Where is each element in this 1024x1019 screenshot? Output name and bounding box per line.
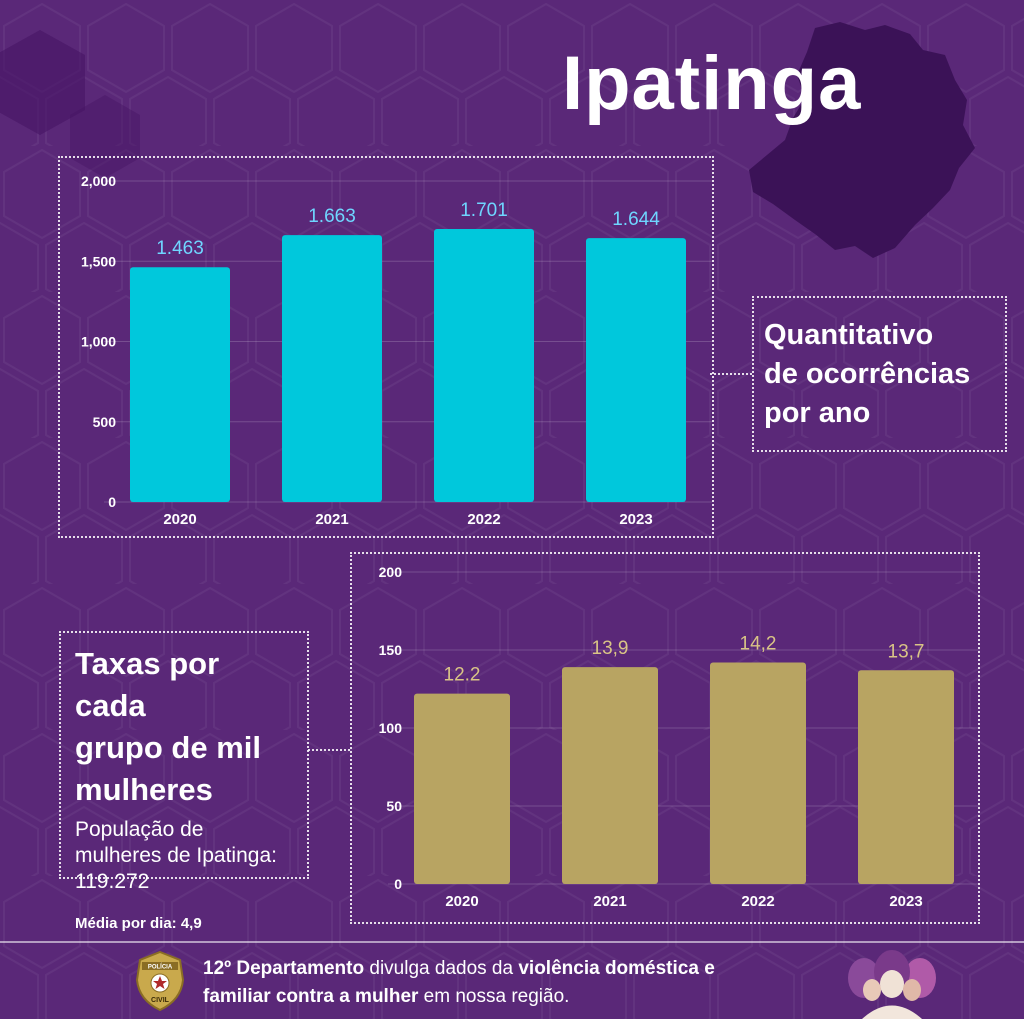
y-tick-label: 0: [108, 494, 116, 510]
y-tick-label: 200: [379, 564, 403, 580]
chart1-frame: [58, 156, 714, 538]
x-tick-label: 2020: [445, 893, 478, 910]
bar: [434, 228, 534, 502]
x-tick-label: 2023: [619, 511, 652, 528]
footer-part4: familiar contra a mulher: [203, 986, 419, 1007]
x-tick-label: 2021: [315, 511, 348, 528]
x-tick-label: 2021: [593, 893, 626, 910]
footer-divider: [0, 941, 1024, 943]
callout2-line2: grupo de mil: [75, 730, 261, 765]
footer-part5: em nossa região.: [418, 986, 570, 1007]
x-tick-label: 2022: [741, 893, 774, 910]
footer-part1: 12º Departamento: [203, 958, 365, 979]
ipatinga-map-icon: [749, 22, 975, 258]
data-label: 1.463: [156, 238, 204, 259]
population-label-1: População de: [75, 818, 204, 841]
badge-bottom-text: CIVIL: [151, 997, 170, 1004]
x-tick-label: 2020: [163, 511, 196, 528]
data-label: 1.701: [460, 200, 508, 221]
bar: [414, 693, 510, 884]
data-label: 14,2: [740, 633, 777, 654]
bar: [858, 670, 954, 884]
bar: [710, 662, 806, 884]
y-tick-label: 100: [379, 720, 403, 736]
bar: [562, 667, 658, 884]
page-title: Ipatinga: [562, 41, 862, 126]
data-label: 12.2: [444, 665, 481, 686]
data-label: 13,9: [592, 638, 629, 659]
callout2-line3: mulheres: [75, 772, 213, 807]
callout2-line1: Taxas por cada: [75, 646, 220, 723]
chart2-frame: [350, 552, 980, 924]
y-tick-label: 150: [379, 642, 403, 658]
data-label: 1.644: [612, 209, 660, 230]
callout1-line1: Quantitativo: [764, 319, 934, 351]
callout1-line2: de ocorrências: [764, 358, 971, 390]
footer-message: 12º Departamento divulga dados da violên…: [203, 955, 843, 1011]
callout1-line3: por ano: [764, 397, 871, 429]
daily-average: Média por dia: 4,9: [75, 915, 202, 932]
police-badge-icon: POLÍCIA CIVIL: [135, 950, 185, 1012]
footer-part3: violência doméstica e: [518, 958, 715, 979]
population-value: 119.272: [75, 870, 150, 893]
chart2-connector: [308, 749, 350, 751]
y-tick-label: 50: [386, 798, 402, 814]
x-tick-label: 2022: [467, 511, 500, 528]
y-tick-label: 0: [394, 876, 402, 892]
bar: [586, 238, 686, 502]
y-tick-label: 2,000: [81, 173, 116, 189]
x-tick-label: 2023: [889, 893, 922, 910]
footer-part2: divulga dados da: [364, 958, 519, 979]
women-illustration-icon: [848, 950, 936, 1019]
chart1-connector: [710, 373, 752, 375]
data-label: 1.663: [308, 206, 356, 227]
y-tick-label: 1,000: [81, 334, 116, 350]
occurrences-callout: Quantitativo de ocorrências por ano: [752, 296, 1007, 452]
bar: [130, 267, 230, 502]
badge-top-text: POLÍCIA: [148, 963, 173, 971]
y-tick-label: 500: [93, 414, 117, 430]
population-label-2: mulheres de Ipatinga:: [75, 844, 277, 867]
data-label: 13,7: [888, 641, 925, 662]
y-tick-label: 1,500: [81, 253, 116, 269]
bar: [282, 235, 382, 502]
rates-callout: Taxas por cada grupo de mil mulheres Pop…: [59, 631, 309, 932]
